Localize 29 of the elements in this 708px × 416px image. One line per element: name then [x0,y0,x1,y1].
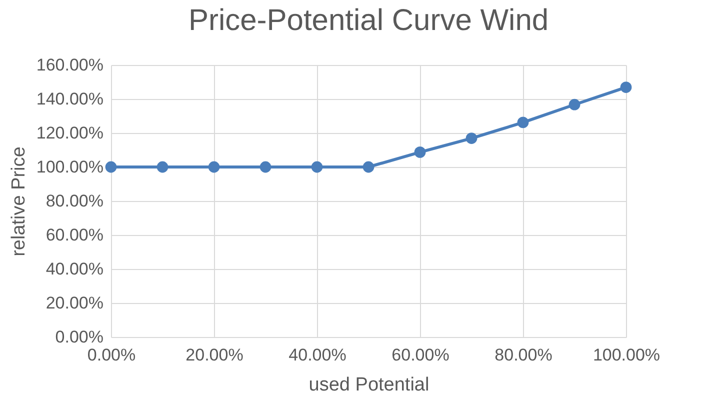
y-tick-label: 40.00% [46,260,104,278]
y-tick-label: 140.00% [36,90,104,108]
point [156,161,168,173]
point [620,82,632,93]
y-tick-label: 80.00% [46,192,104,210]
y-tick-label: 100.00% [36,158,104,176]
point [517,116,529,128]
y-axis-title: relative Price [8,146,30,256]
point [466,132,478,144]
y-tick-label: 0.00% [55,328,104,346]
point [568,98,580,110]
y-tick-label: 120.00% [36,124,104,142]
x-tick-label: 20.00% [186,346,244,364]
point [362,161,374,173]
point [208,161,220,173]
x-tick-label: 60.00% [392,346,450,364]
point [260,161,272,173]
x-tick-label: 100.00% [592,346,660,364]
x-axis-title: used Potential [308,374,430,396]
y-tick-label: 160.00% [36,56,104,74]
x-tick-label: 80.00% [494,346,552,364]
chart-title: Price-Potential Curve Wind [188,4,549,37]
point [105,161,117,173]
x-tick-label: 0.00% [87,346,136,364]
point [311,161,323,173]
y-tick-label: 60.00% [46,226,104,244]
x-tick-label: 40.00% [288,346,346,364]
point [414,146,426,158]
y-tick-label: 20.00% [46,294,104,312]
